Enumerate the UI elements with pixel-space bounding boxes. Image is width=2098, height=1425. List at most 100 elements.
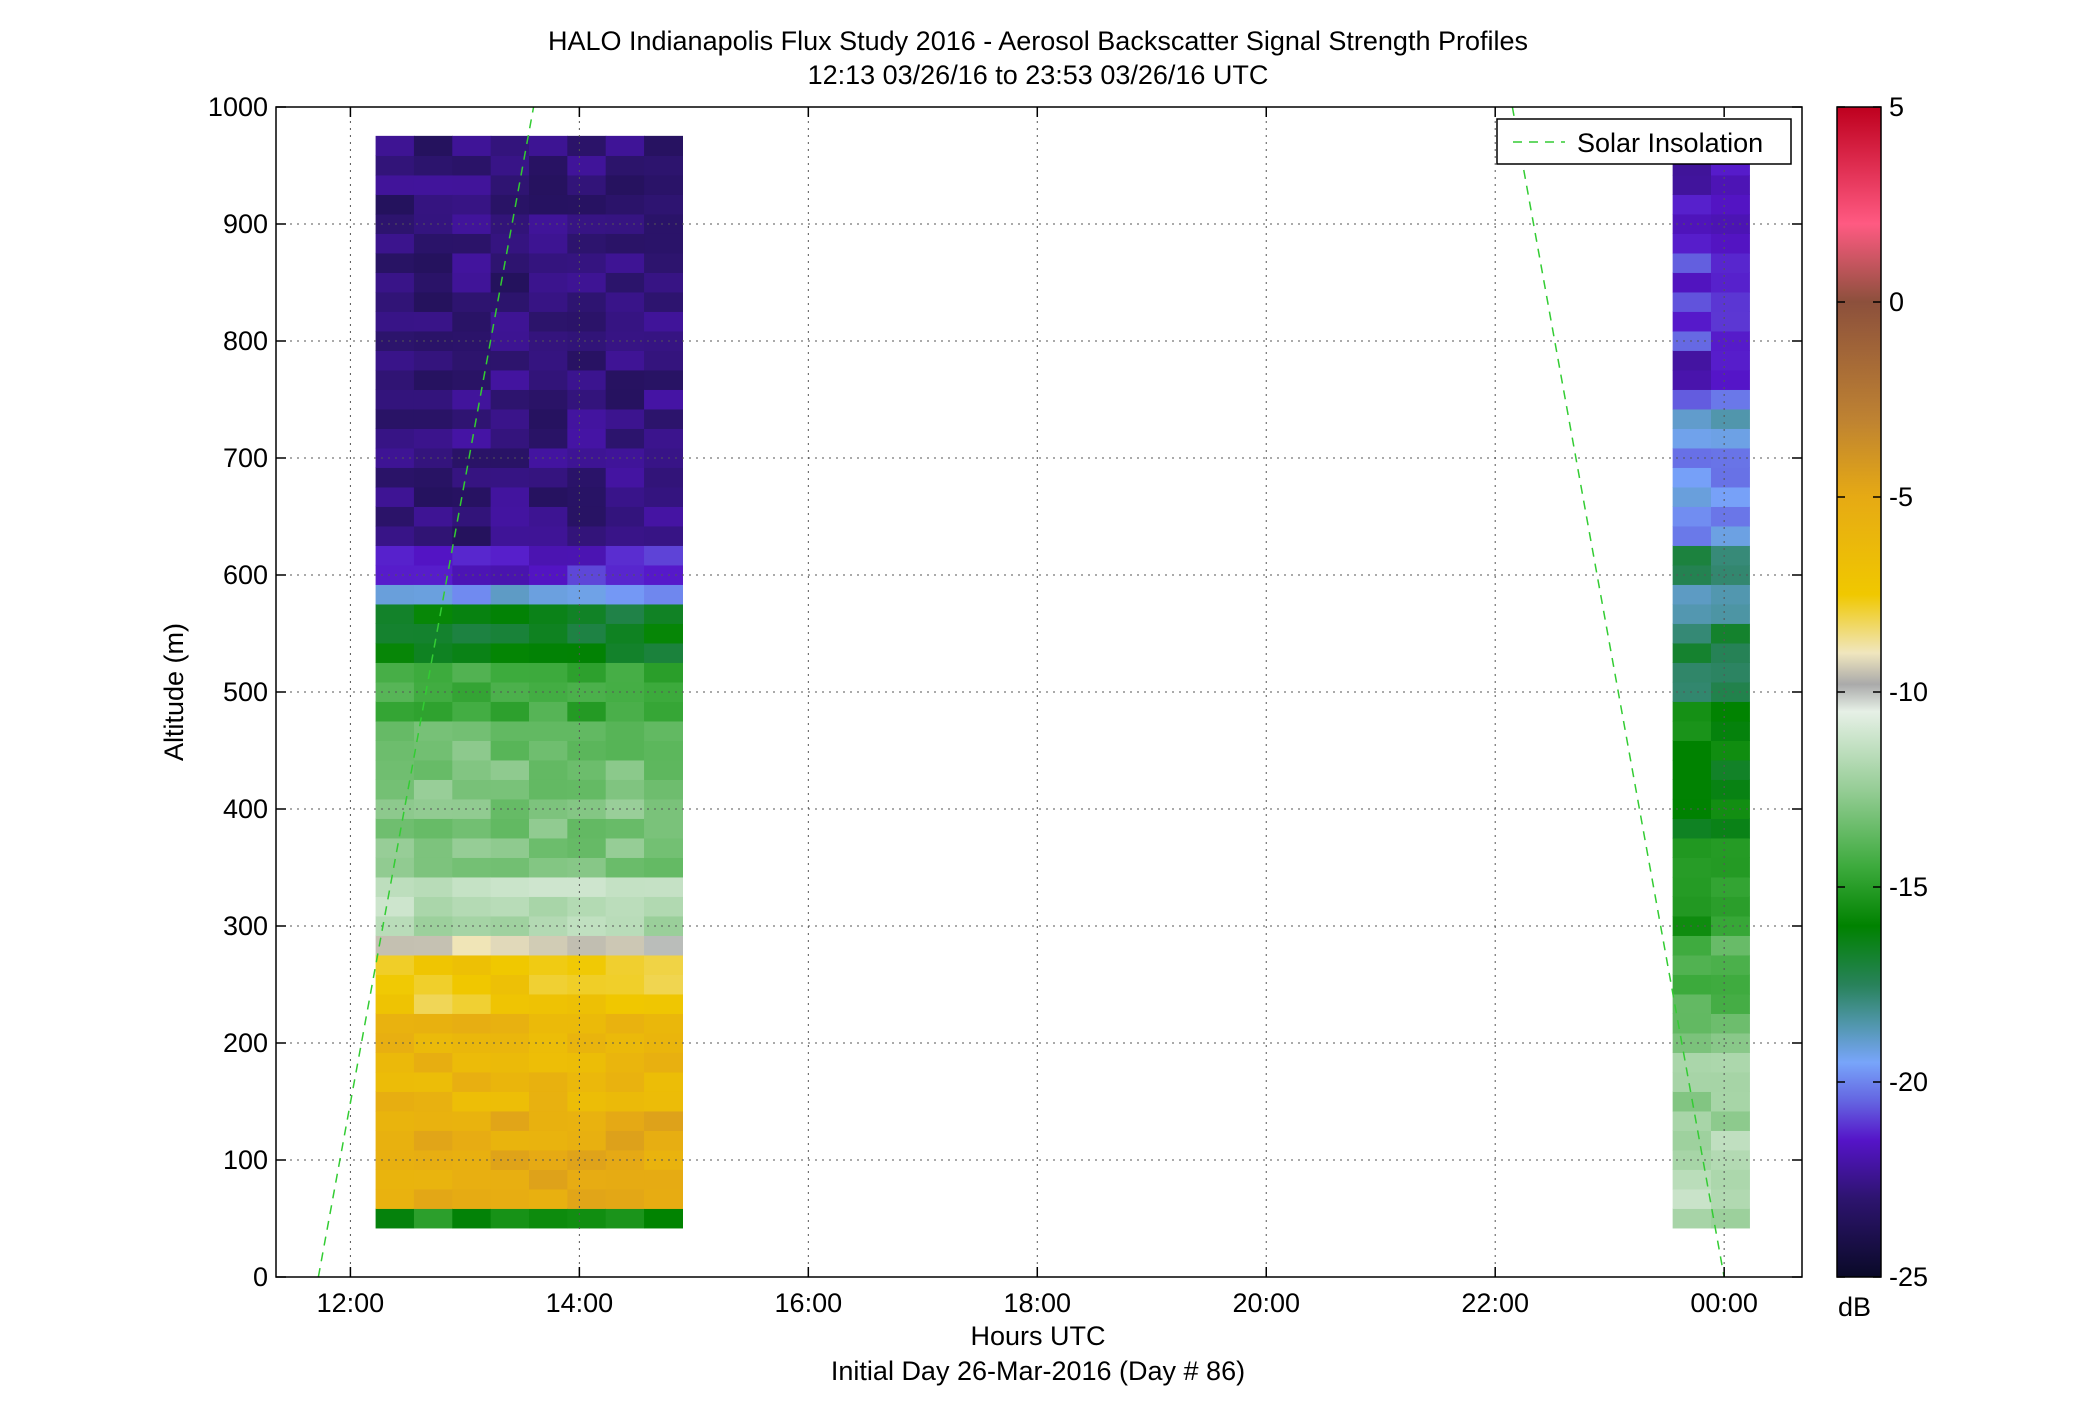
heatmap-cell (1710, 740, 1750, 761)
heatmap-cell (452, 740, 492, 761)
heatmap-cell (375, 174, 415, 195)
heatmap-cell (644, 252, 683, 273)
heatmap-cell (413, 876, 453, 897)
heatmap-cell (644, 935, 683, 956)
heatmap-cell (1710, 584, 1750, 605)
heatmap-cell (1710, 506, 1750, 527)
heatmap-cell (644, 1208, 683, 1229)
heatmap-cell (529, 486, 568, 507)
heatmap-cell (644, 1032, 683, 1053)
heatmap-cell (529, 623, 568, 644)
heatmap-cell (375, 857, 415, 878)
heatmap-cell (413, 1071, 453, 1092)
heatmap-cell (1672, 779, 1712, 800)
heatmap-cell (529, 135, 568, 156)
heatmap-cell (529, 681, 568, 702)
heatmap-cell (605, 1032, 645, 1053)
heatmap-cell (375, 993, 415, 1014)
heatmap-cell (452, 486, 492, 507)
heatmap-cell (605, 896, 645, 917)
heatmap-cell (452, 1169, 492, 1190)
heatmap-cell (1710, 662, 1750, 683)
heatmap-cell (644, 857, 683, 878)
heatmap-cell (567, 584, 607, 605)
colorbar-tick-label: 0 (1889, 287, 1904, 317)
y-axis-ticks: 0 100 200 300 400 500 600 700 800 900 1000 (208, 92, 1802, 1292)
heatmap-cell (605, 642, 645, 663)
heatmap-cell (644, 350, 683, 371)
heatmap-cell (1672, 837, 1712, 858)
heatmap-cell (413, 681, 453, 702)
heatmap-cell (375, 155, 415, 176)
heatmap-cell (452, 447, 492, 468)
heatmap-cell (605, 408, 645, 429)
heatmap-cell (644, 564, 683, 585)
heatmap-cell (413, 486, 453, 507)
heatmap-cell (1672, 311, 1712, 332)
heatmap-cell (1710, 954, 1750, 975)
heatmap-cell (1672, 896, 1712, 917)
heatmap-cell (567, 213, 607, 234)
heatmap-cell (375, 291, 415, 312)
heatmap-cell (567, 447, 607, 468)
heatmap-cell (490, 779, 530, 800)
colorbar-ticks: 5 0 -5 -10 -15 -20 -25 (1837, 92, 1928, 1292)
heatmap-cell (375, 1169, 415, 1190)
heatmap-cell (529, 350, 568, 371)
heatmap-cell (1672, 506, 1712, 527)
heatmap-cell (490, 174, 530, 195)
heatmap-cell (375, 1110, 415, 1131)
heatmap-cell (529, 701, 568, 722)
heatmap-cell (644, 740, 683, 761)
heatmap-cell (605, 447, 645, 468)
heatmap-cell (567, 779, 607, 800)
heatmap-cell (1710, 252, 1750, 273)
heatmap-cell (413, 915, 453, 936)
heatmap-cell (567, 389, 607, 410)
heatmap-cell (413, 1208, 453, 1229)
heatmap-cell (413, 603, 453, 624)
heatmap-cell (605, 1188, 645, 1209)
heatmap-cell (413, 1110, 453, 1131)
heatmap-cell (567, 1130, 607, 1151)
x-axis-ticks: 12:00 14:00 16:00 18:00 20:00 22:00 00:00 (317, 107, 1758, 1318)
heatmap-cell (529, 974, 568, 995)
heatmap-cell (529, 857, 568, 878)
y-axis-label: Altitude (m) (159, 623, 189, 761)
heatmap-cell (375, 1052, 415, 1073)
heatmap-cell (1672, 525, 1712, 546)
heatmap-cell (1710, 603, 1750, 624)
heatmap-cell (529, 330, 568, 351)
colorbar-tick-label: -5 (1889, 482, 1913, 512)
heatmap-cell (413, 330, 453, 351)
heatmap-cell (413, 1149, 453, 1170)
heatmap-cell (1710, 818, 1750, 839)
heatmap-cell (1710, 428, 1750, 449)
heatmap-cell (567, 311, 607, 332)
colorbar-tick-label: -15 (1889, 872, 1928, 902)
heatmap-cell (1710, 915, 1750, 936)
heatmap-cell (529, 740, 568, 761)
heatmap-cell (567, 642, 607, 663)
heatmap-cell (1672, 408, 1712, 429)
heatmap-cell (1710, 876, 1750, 897)
colorbar-unit-label: dB (1838, 1292, 1871, 1322)
heatmap-cell (452, 993, 492, 1014)
x-axis-label: Hours UTC (970, 1321, 1105, 1351)
heatmap-cell (529, 1013, 568, 1034)
heatmap-cell (605, 1149, 645, 1170)
heatmap-cell (452, 603, 492, 624)
heatmap-cell (452, 1188, 492, 1209)
heatmap-cell (490, 759, 530, 780)
heatmap-cell (567, 915, 607, 936)
heatmap-cell (605, 915, 645, 936)
heatmap-cell (1710, 857, 1750, 878)
heatmap-cell (413, 837, 453, 858)
heatmap-cell (490, 603, 530, 624)
heatmap-cell (490, 311, 530, 332)
heatmap-cell (1710, 291, 1750, 312)
heatmap-cell (529, 467, 568, 488)
heatmap-cell (605, 623, 645, 644)
heatmap-cell (1710, 1110, 1750, 1131)
heatmap-cell (490, 993, 530, 1014)
